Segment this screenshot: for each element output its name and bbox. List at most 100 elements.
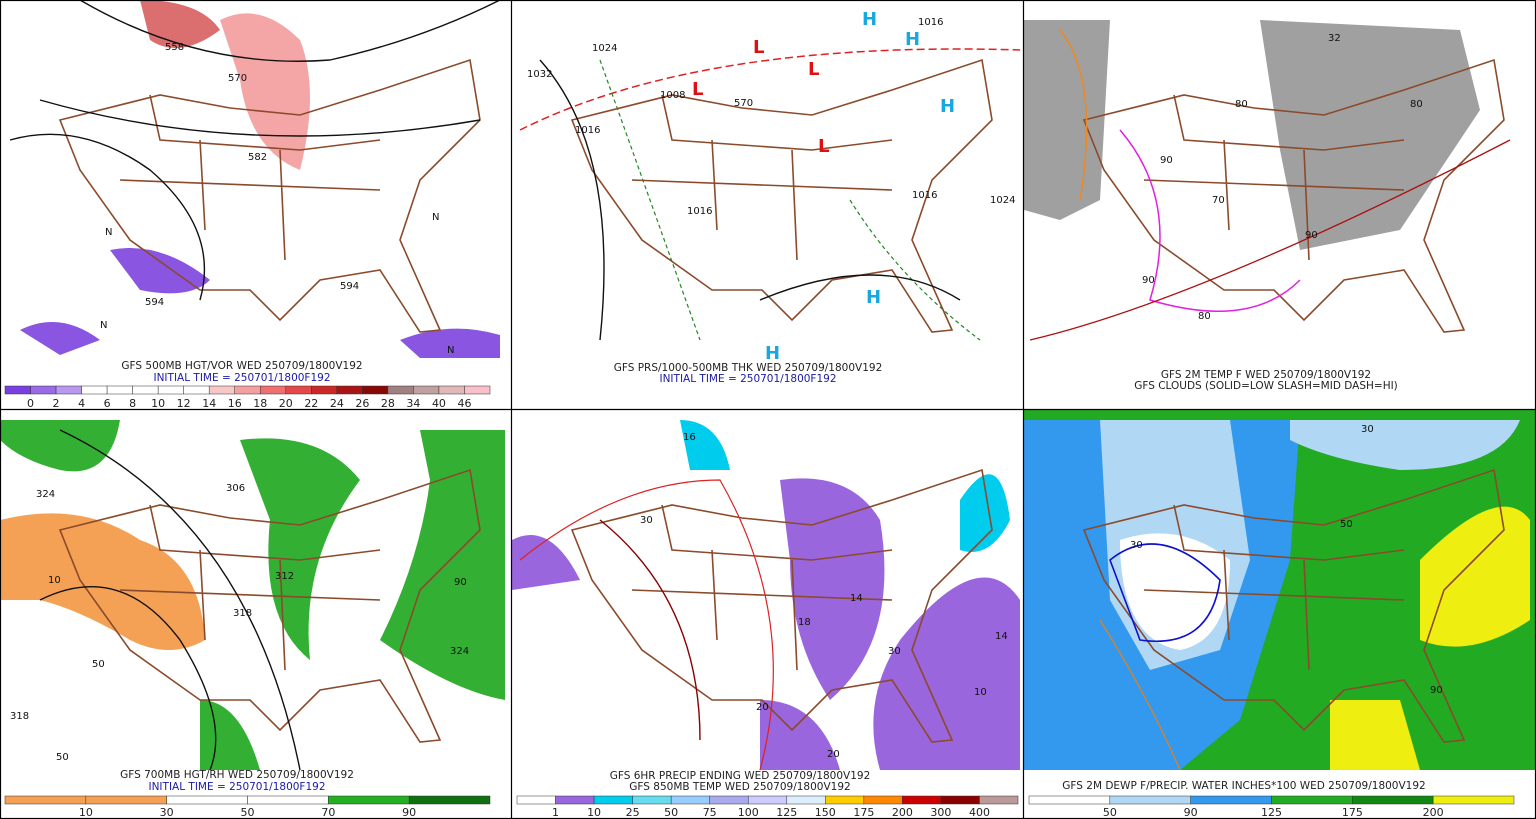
map-label: 582: [248, 152, 267, 163]
colorbar-label: 150: [815, 806, 836, 819]
low-marker: L: [692, 79, 703, 100]
map-label: 90: [1430, 685, 1443, 696]
panel-caption: GFS 500MB HGT/VOR WED 250709/1800V192: [121, 360, 362, 372]
panel-caption: GFS 2M DEWP F/PRECIP. WATER INCHES*100 W…: [1062, 780, 1425, 792]
map-label: N: [100, 320, 107, 331]
high-marker: H: [905, 29, 920, 50]
map-label: 594: [340, 281, 359, 292]
map-label: 80: [1198, 311, 1211, 322]
map-label: 1016: [912, 190, 937, 201]
map-label: 30: [1130, 540, 1143, 551]
map-label: 1024: [990, 195, 1015, 206]
colorbar-swatch: [786, 795, 826, 805]
map-label: 18: [798, 617, 811, 628]
colorbar-swatch: [387, 385, 414, 395]
colorbar-label: 200: [892, 806, 913, 819]
map-label: 558: [165, 42, 184, 53]
map-labels: 558 570 582 594 594 N N N N 1024 1032 10…: [10, 9, 1443, 763]
colorbar-swatch: [30, 385, 57, 395]
colorbar-swatch: [85, 795, 167, 805]
colorbar-swatch: [208, 385, 235, 395]
map-label: 570: [228, 73, 247, 84]
panel-caption: GFS 850MB TEMP WED 250709/1800V192: [629, 781, 850, 793]
colorbar-label: 50: [1103, 806, 1117, 819]
colorbar-label: 18: [253, 397, 267, 410]
low-marker: L: [753, 37, 764, 58]
low-marker: L: [808, 59, 819, 80]
map-label: 30: [888, 646, 901, 657]
panel-caption: GFS 6HR PRECIP ENDING WED 250709/1800V19…: [610, 770, 871, 782]
map-label: N: [432, 212, 439, 223]
map-label: 1008: [660, 90, 685, 101]
map-label: 50: [1340, 519, 1353, 530]
map-label: 1016: [687, 206, 712, 217]
colorbar-label: 8: [129, 397, 136, 410]
colorbar-swatch: [1352, 795, 1434, 805]
colorbar-label: 25: [626, 806, 640, 819]
colorbar-swatch: [362, 385, 389, 395]
colorbar-swatch: [940, 795, 980, 805]
colorbar-swatch: [166, 795, 248, 805]
colorbar-label: 10: [151, 397, 165, 410]
colorbar-label: 300: [930, 806, 951, 819]
colorbar-swatch: [863, 795, 903, 805]
colorbar-swatch: [55, 385, 82, 395]
colorbar-swatch: [408, 795, 491, 805]
high-marker: H: [862, 9, 877, 30]
colorbar-label: 1: [552, 806, 559, 819]
map-label: 20: [827, 749, 840, 760]
colorbar-label: 75: [703, 806, 717, 819]
panel-3-map: [1024, 0, 1535, 360]
low-marker: L: [818, 136, 829, 157]
panel-caption: INITIAL TIME = 250701/1800F192: [659, 373, 836, 385]
map-label: 90: [1305, 230, 1318, 241]
colorbar-label: 40: [432, 397, 446, 410]
map-label: 90: [1142, 275, 1155, 286]
colorbar-label: 175: [853, 806, 874, 819]
panel-caption: GFS 2M TEMP F WED 250709/1800V192: [1161, 369, 1371, 381]
colorbar-swatch: [1271, 795, 1353, 805]
panel-1-map: [0, 0, 511, 360]
map-label: 20: [756, 702, 769, 713]
map-label: 594: [145, 297, 164, 308]
colorbar-label: 90: [1184, 806, 1198, 819]
colorbar-swatch: [328, 795, 410, 805]
colorbar-label: 30: [160, 806, 174, 819]
panel-6-map: [1024, 410, 1535, 771]
colorbar-swatch: [260, 385, 287, 395]
map-label: 312: [275, 571, 294, 582]
colorbar-label: 125: [1261, 806, 1282, 819]
panel-4-map: [0, 410, 511, 771]
colorbar-label: 175: [1342, 806, 1363, 819]
colorbar-label: 26: [355, 397, 369, 410]
map-label: 80: [1235, 99, 1248, 110]
high-marker: H: [940, 96, 955, 117]
map-label: 50: [56, 752, 69, 763]
map-label: 70: [1212, 195, 1225, 206]
map-label: 32: [1328, 33, 1341, 44]
colorbar-label: 4: [78, 397, 85, 410]
colorbar-swatch: [413, 385, 440, 395]
map-label: 14: [995, 631, 1008, 642]
colorbar-label: 50: [241, 806, 255, 819]
panel-2-map: [512, 0, 1023, 360]
colorbar-swatch: [285, 385, 312, 395]
colorbar-label: 70: [321, 806, 335, 819]
colorbar-label: 400: [969, 806, 990, 819]
colorbar-label: 16: [228, 397, 242, 410]
map-label: 80: [1410, 99, 1423, 110]
colorbar-label: 6: [104, 397, 111, 410]
colorbar-swatch: [247, 795, 329, 805]
panel-caption: GFS PRS/1000-500MB THK WED 250709/1800V1…: [614, 362, 883, 374]
colorbar-swatch: [132, 385, 159, 395]
colorbar-label: 2: [53, 397, 60, 410]
colorbar-swatch: [593, 795, 633, 805]
high-marker: H: [765, 343, 780, 364]
map-label: 16: [683, 432, 696, 443]
colorbar-swatch: [234, 385, 261, 395]
panel-5-map: [512, 410, 1023, 771]
colorbar-label: 34: [406, 397, 420, 410]
map-label: N: [105, 227, 112, 238]
